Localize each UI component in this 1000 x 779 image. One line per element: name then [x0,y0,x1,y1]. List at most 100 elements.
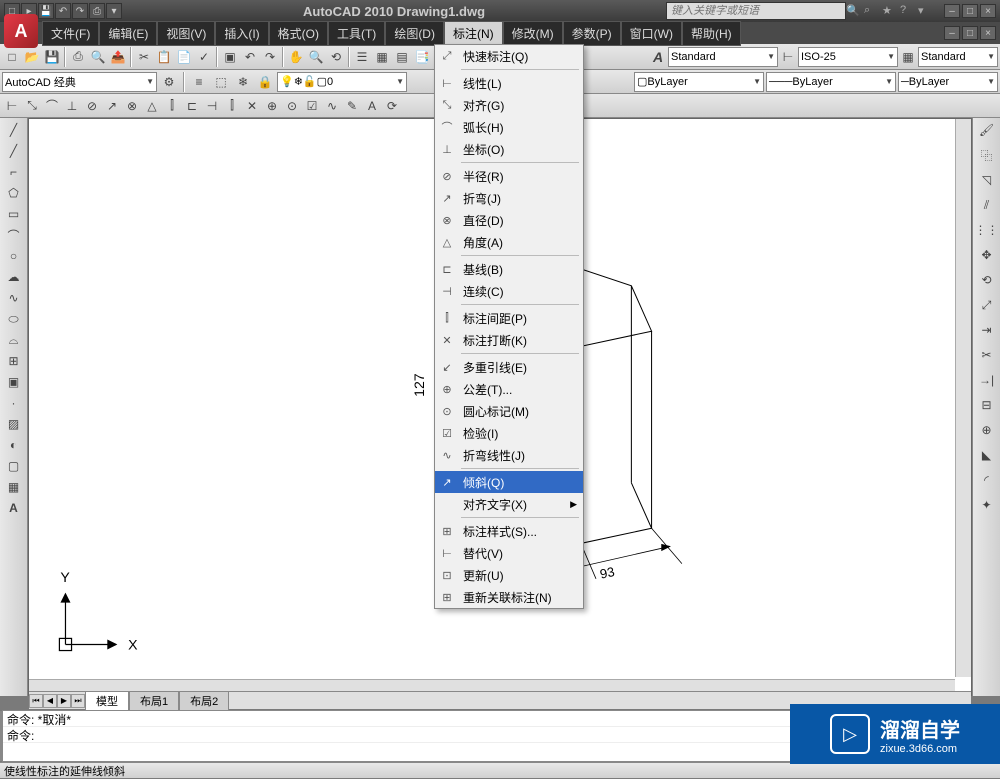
offset-icon[interactable]: ⫽ [976,195,998,215]
scale-icon[interactable]: ⤢ [976,295,998,315]
copy-icon[interactable]: 📋 [154,47,174,67]
menu-item-24[interactable]: ↗倾斜(Q) [435,471,583,493]
close-button[interactable]: × [980,4,996,18]
textstyle-a-icon[interactable]: A [648,47,668,67]
menu-item-12[interactable]: ⊏基线(B) [435,258,583,280]
qat-more-icon[interactable]: ▾ [106,3,122,19]
workspace-combo[interactable]: AutoCAD 经典▼ [2,72,157,92]
linetype-combo[interactable]: ─── ByLayer▼ [766,72,896,92]
dim-base-icon[interactable]: ⊏ [182,96,202,116]
fillet-icon[interactable]: ◜ [976,470,998,490]
block-make-icon[interactable]: ▣ [3,372,25,392]
arc-icon[interactable]: ⌒ [3,225,25,245]
dim-quick-icon[interactable]: ⫿ [162,96,182,116]
doc-minimize-button[interactable]: – [944,26,960,40]
menu-item-8[interactable]: ↗折弯(J) [435,187,583,209]
menu-item-18[interactable]: ↙多重引线(E) [435,356,583,378]
table-icon[interactable]: ▦ [3,477,25,497]
toolpalette-icon[interactable]: ▤ [392,47,412,67]
doc-restore-button[interactable]: □ [962,26,978,40]
undo-icon[interactable]: ↶ [240,47,260,67]
dim-center-icon[interactable]: ⊙ [282,96,302,116]
region-icon[interactable]: ▢ [3,456,25,476]
dimstyle-icon[interactable]: ⊢ [778,47,798,67]
open-icon[interactable]: 📂 [22,47,42,67]
pline-icon[interactable]: ⌐ [3,162,25,182]
dim-tol-icon[interactable]: ⊕ [262,96,282,116]
menu-item-7[interactable]: ⊘半径(R) [435,165,583,187]
menu-item-29[interactable]: ⊡更新(U) [435,564,583,586]
match-icon[interactable]: ✓ [194,47,214,67]
menu-1[interactable]: 编辑(E) [99,21,157,46]
tab-last-button[interactable]: ⏭ [71,694,85,708]
lineweight-combo[interactable]: ─ ByLayer▼ [898,72,998,92]
menu-item-3[interactable]: ⤡对齐(G) [435,94,583,116]
layer-combo[interactable]: 💡❄🔓▢ 0▼ [277,72,407,92]
dim-jog-icon[interactable]: ↗ [102,96,122,116]
menu-item-16[interactable]: ✕标注打断(K) [435,329,583,351]
menu-item-4[interactable]: ⌒弧长(H) [435,116,583,138]
tablestyle-icon[interactable]: ▦ [898,47,918,67]
dimstyle-combo[interactable]: ISO-25▼ [798,47,898,67]
trim-icon[interactable]: ✂ [976,345,998,365]
ellipsearc-icon[interactable]: ⌓ [3,330,25,350]
dim-break-icon[interactable]: ✕ [242,96,262,116]
dim-ang-icon[interactable]: △ [142,96,162,116]
ellipse-icon[interactable]: ⬭ [3,309,25,329]
mirror-icon[interactable]: ◹ [976,170,998,190]
gradient-icon[interactable]: ◐ [3,435,25,455]
dim-inspect-icon[interactable]: ☑ [302,96,322,116]
dim-arc-icon[interactable]: ⌒ [42,96,62,116]
tab-模型[interactable]: 模型 [85,691,129,711]
menu-7[interactable]: 标注(N) [444,21,503,46]
dim-jogline-icon[interactable]: ∿ [322,96,342,116]
menu-item-9[interactable]: ⊗直径(D) [435,209,583,231]
redo-icon[interactable]: ↷ [260,47,280,67]
menu-item-19[interactable]: ⊕公差(T)... [435,378,583,400]
move-icon[interactable]: ✥ [976,245,998,265]
publish-icon[interactable]: 📤 [108,47,128,67]
designcenter-icon[interactable]: ▦ [372,47,392,67]
doc-close-button[interactable]: × [980,26,996,40]
join-icon[interactable]: ⊕ [976,420,998,440]
copy2-icon[interactable]: ⿻ [976,145,998,165]
dim-linear-icon[interactable]: ⊢ [2,96,22,116]
dim-ord-icon[interactable]: ⊥ [62,96,82,116]
workspace-gear-icon[interactable]: ⚙ [159,72,179,92]
search-input[interactable] [666,2,846,20]
preview-icon[interactable]: 🔍 [88,47,108,67]
qat-redo-icon[interactable]: ↷ [72,3,88,19]
revcloud-icon[interactable]: ☁ [3,267,25,287]
menu-item-20[interactable]: ⊙圆心标记(M) [435,400,583,422]
hatch-icon[interactable]: ▨ [3,414,25,434]
menu-2[interactable]: 视图(V) [157,21,215,46]
qat-print-icon[interactable]: ⎙ [89,3,105,19]
dim-cont-icon[interactable]: ⊣ [202,96,222,116]
maximize-button[interactable]: □ [962,4,978,18]
layer-state-icon[interactable]: ⬚ [211,72,231,92]
zoom-prev-icon[interactable]: ⟲ [326,47,346,67]
menu-item-15[interactable]: ⫿标注间距(P) [435,307,583,329]
xline-icon[interactable]: ╱ [3,141,25,161]
sheet-icon[interactable]: 📑 [412,47,432,67]
menu-item-27[interactable]: ⊞标注样式(S)... [435,520,583,542]
menu-item-30[interactable]: ⊞重新关联标注(N) [435,586,583,608]
chamfer-icon[interactable]: ◣ [976,445,998,465]
tab-next-button[interactable]: ▶ [57,694,71,708]
mtext-icon[interactable]: A [3,498,25,518]
save-icon[interactable]: 💾 [42,47,62,67]
app-logo[interactable]: A [4,14,38,48]
qat-undo-icon[interactable]: ↶ [55,3,71,19]
menu-item-13[interactable]: ⊣连续(C) [435,280,583,302]
new-icon[interactable]: □ [2,47,22,67]
layer-lock-icon[interactable]: 🔒 [255,72,275,92]
menu-3[interactable]: 插入(I) [215,21,268,46]
cmd-resize-handle[interactable] [0,711,3,761]
paste-icon[interactable]: 📄 [174,47,194,67]
menu-0[interactable]: 文件(F) [42,21,99,46]
rect-icon[interactable]: ▭ [3,204,25,224]
menu-10[interactable]: 窗口(W) [621,21,682,46]
extend-icon[interactable]: →| [976,370,998,390]
binoculars-icon[interactable]: 🔍 [846,4,860,18]
menu-5[interactable]: 工具(T) [328,21,385,46]
